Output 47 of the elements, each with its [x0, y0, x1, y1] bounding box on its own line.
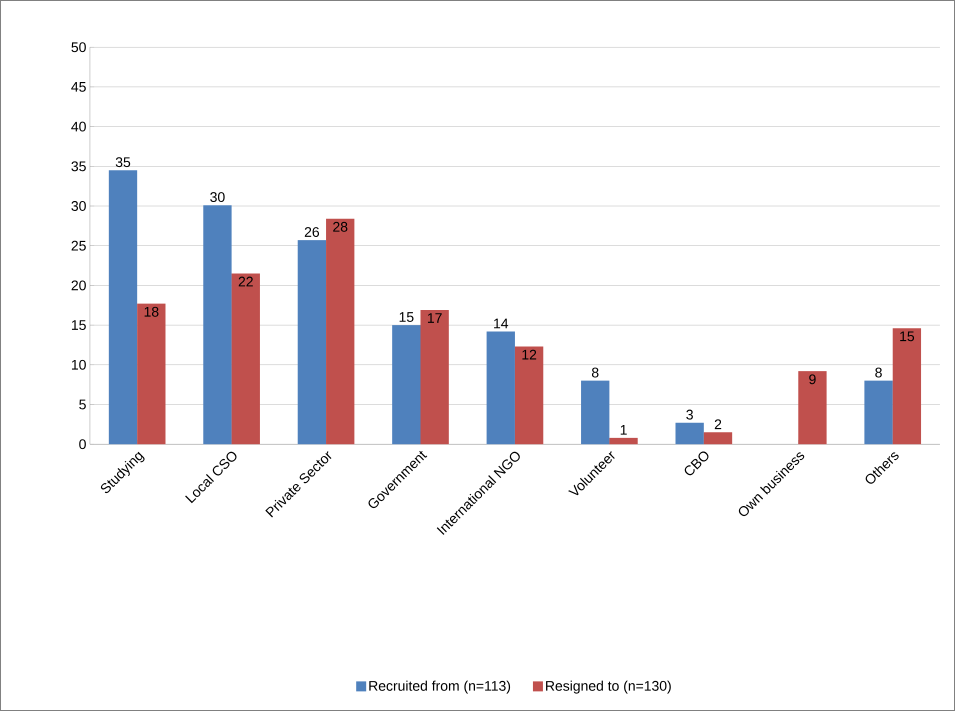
- bar: [232, 274, 260, 444]
- bar: [892, 328, 922, 444]
- bar: [609, 438, 638, 444]
- data-label: 14: [494, 318, 508, 328]
- bar: [798, 371, 827, 444]
- data-label: 30: [210, 192, 225, 202]
- bar: [108, 170, 138, 444]
- data-label: 26: [304, 227, 320, 237]
- data-label: 8: [875, 368, 882, 378]
- data-label: 12: [522, 350, 536, 360]
- y-tick-label: 15: [72, 320, 86, 330]
- y-tick-label: 40: [71, 122, 86, 132]
- legend-label: Recruited from (n=113): [369, 680, 510, 694]
- bar: [864, 380, 893, 444]
- data-label: 9: [809, 374, 816, 384]
- data-label: 15: [900, 331, 914, 342]
- data-label: 2: [714, 419, 722, 430]
- bar: [298, 240, 326, 444]
- y-tick-label: 10: [72, 360, 86, 370]
- y-tick-label: 25: [72, 240, 86, 251]
- data-label: 17: [428, 313, 442, 323]
- y-tick-label: 5: [79, 400, 86, 410]
- data-label: 18: [144, 306, 158, 317]
- bar: [514, 346, 544, 444]
- y-tick-label: 50: [71, 42, 86, 52]
- data-label: 8: [592, 368, 598, 378]
- bar: [392, 325, 420, 444]
- legend-label: Resigned to (n=130): [546, 680, 671, 694]
- bar: [203, 205, 232, 444]
- bar: [326, 218, 354, 444]
- bar: [486, 331, 515, 444]
- y-tick-label: 30: [71, 201, 86, 211]
- bar: [137, 304, 166, 444]
- y-tick-label: 20: [72, 280, 86, 290]
- bar: [704, 432, 732, 444]
- data-label: 15: [400, 312, 414, 322]
- bar: [675, 422, 704, 444]
- data-label: 1: [620, 425, 627, 435]
- y-tick-label: 0: [79, 439, 86, 450]
- data-label: 35: [116, 157, 130, 168]
- data-label: 28: [333, 222, 348, 232]
- y-tick-label: 45: [71, 82, 86, 92]
- y-tick-label: 35: [71, 161, 86, 172]
- bar: [581, 380, 610, 444]
- data-label: 22: [238, 276, 253, 286]
- bar: [420, 310, 449, 444]
- data-label: 3: [686, 410, 693, 420]
